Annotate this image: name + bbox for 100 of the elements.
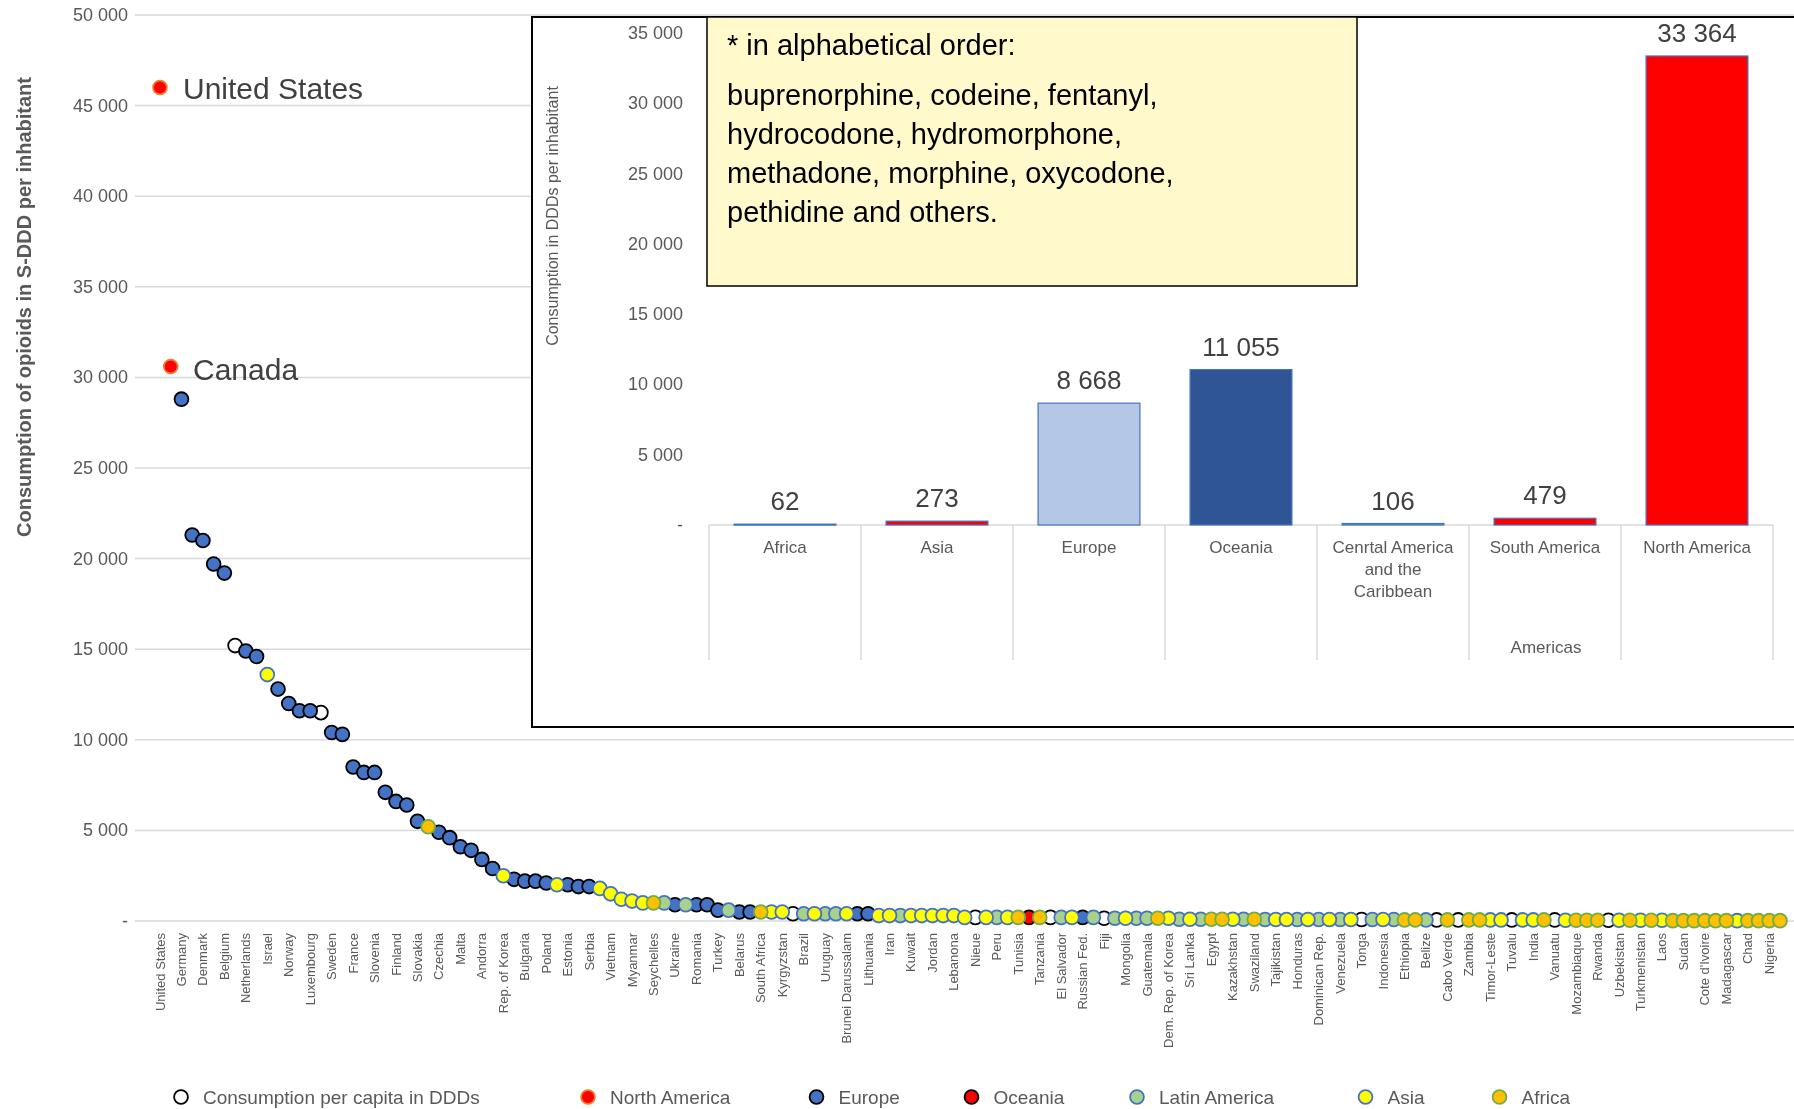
y-tick-label: 30 000: [627, 93, 683, 114]
y-axis-title: Consumption in DDDs per inhabitant: [543, 85, 561, 346]
x-tick-label: Kuwait: [903, 932, 919, 973]
x-tick-label: Belarus: [731, 932, 747, 978]
x-tick-label: Africa: [763, 538, 808, 557]
x-tick-label: Estonia: [560, 932, 576, 977]
x-tick-label: Iran: [882, 933, 898, 956]
x-tick-label: Myanmar: [624, 932, 640, 988]
y-tick-label: 10 000: [627, 374, 683, 395]
note-box: * in alphabetical order: buprenorphine, codeine, fentanyl, hydrocodone, hydromorphone, methadone, morphine, oxycodone, pethidine and others.: [706, 16, 1358, 287]
point: [216, 565, 233, 581]
legend-label: Oceania: [993, 1086, 1065, 1108]
x-tick-label: Oceania: [1209, 538, 1274, 557]
x-tick-label: Serbia: [581, 932, 597, 971]
x-tick-label: Ethiopia: [1397, 932, 1412, 980]
point: [1621, 912, 1638, 929]
point: [495, 867, 512, 884]
point: [398, 797, 415, 813]
point: [1300, 911, 1316, 928]
point: [774, 904, 791, 920]
x-tick-label: Bulgaria: [517, 932, 533, 981]
point: [1375, 911, 1391, 928]
x-tick-label: Indonesia: [1375, 932, 1391, 990]
x-tick-label: India: [1525, 932, 1541, 962]
x-tick-label: Jordan: [924, 933, 940, 973]
data-label: 33 364: [1657, 18, 1737, 48]
x-tick-label: Czechia: [431, 932, 447, 980]
point: [270, 681, 286, 697]
point: [1182, 911, 1198, 927]
x-tick-label: United States: [152, 932, 168, 1012]
x-tick-label: Asia: [920, 538, 955, 557]
x-tick-label: Ukraine: [667, 933, 683, 978]
point: [463, 842, 479, 859]
x-tick-label: Swaziland: [1246, 933, 1262, 993]
point: [1643, 912, 1660, 929]
x-tick-label: Laos: [1654, 932, 1670, 962]
y-tick-label: 25 000: [72, 458, 128, 478]
point: [334, 726, 351, 743]
y-tick-label: -: [122, 911, 128, 931]
annotation: Canada: [193, 352, 299, 386]
point: [1407, 912, 1424, 928]
point: [1471, 912, 1488, 928]
point: [173, 391, 190, 407]
point: [1321, 911, 1338, 928]
bar: [1493, 517, 1597, 526]
x-tick-label: Uruguay: [817, 932, 833, 983]
point: [366, 764, 383, 781]
data-label: 62: [770, 486, 800, 517]
x-tick-label: Nigeria: [1761, 932, 1777, 975]
x-tick-label: Sudan: [1675, 933, 1691, 971]
x-tick-label: Dominican Rep.: [1311, 933, 1327, 1026]
data-label: 273: [915, 483, 959, 514]
x-tick-label: Kyrgyzstan: [774, 933, 790, 998]
x-tick-label: Norway: [281, 932, 297, 978]
x-tick-label: Luxembourg: [302, 933, 318, 1006]
point: [645, 895, 662, 911]
x-tick-label: Guatemala: [1139, 932, 1155, 997]
x-tick-label: Brazil: [796, 932, 812, 966]
x-tick-label: Madagascar: [1718, 932, 1734, 1005]
x-tick-label: Finland: [388, 933, 404, 976]
bar: [1645, 55, 1749, 526]
point: [1117, 910, 1134, 927]
point: [677, 896, 694, 913]
x-tick-label: Cabo Verde: [1439, 933, 1455, 1002]
point: [1343, 911, 1359, 928]
x-tick-label: Kazakhstan: [1225, 933, 1241, 1001]
point: [720, 902, 737, 918]
point: [1149, 910, 1166, 927]
x-tick-label: Tonga: [1354, 932, 1370, 969]
point: [1772, 912, 1788, 929]
point: [1589, 912, 1606, 929]
x-tick-label: Vietnam: [603, 933, 619, 981]
legend-label: Asia: [1387, 1086, 1425, 1108]
data-label: 106: [1371, 485, 1415, 516]
y-tick-label: 5 000: [82, 820, 128, 841]
x-tick-label: Germany: [173, 932, 189, 987]
x-tick-label: Russian Fed.: [1075, 933, 1091, 1010]
y-tick-label: 20 000: [72, 548, 128, 569]
y-tick-label: 10 000: [72, 729, 128, 750]
point: [248, 648, 265, 665]
bar: [885, 520, 989, 526]
y-tick-label: 35 000: [627, 23, 683, 43]
x-tick-label: South Africa: [753, 932, 769, 1004]
point: [280, 695, 297, 712]
y-tick-label: 40 000: [72, 186, 128, 207]
x-tick-label: Andorra: [474, 932, 490, 980]
x-tick-label: Denmark: [195, 932, 211, 986]
x-tick-label: Slovenia: [367, 932, 383, 983]
x-tick-label: Mozambiaque: [1568, 933, 1584, 1015]
point: [420, 818, 437, 835]
x-tick-label: Belize: [1418, 933, 1434, 969]
x-tick-label: Venezuela: [1332, 932, 1348, 994]
data-label: 8 668: [1056, 365, 1122, 396]
x-tick-label: North America: [1643, 538, 1752, 557]
point: [474, 851, 490, 868]
point: [549, 876, 565, 893]
x-tick-label: Tanzania: [1032, 932, 1048, 986]
x-tick-label: Turkmenistan: [1633, 933, 1649, 1012]
x-tick-label: Turkey: [710, 932, 726, 973]
point: [752, 904, 769, 920]
